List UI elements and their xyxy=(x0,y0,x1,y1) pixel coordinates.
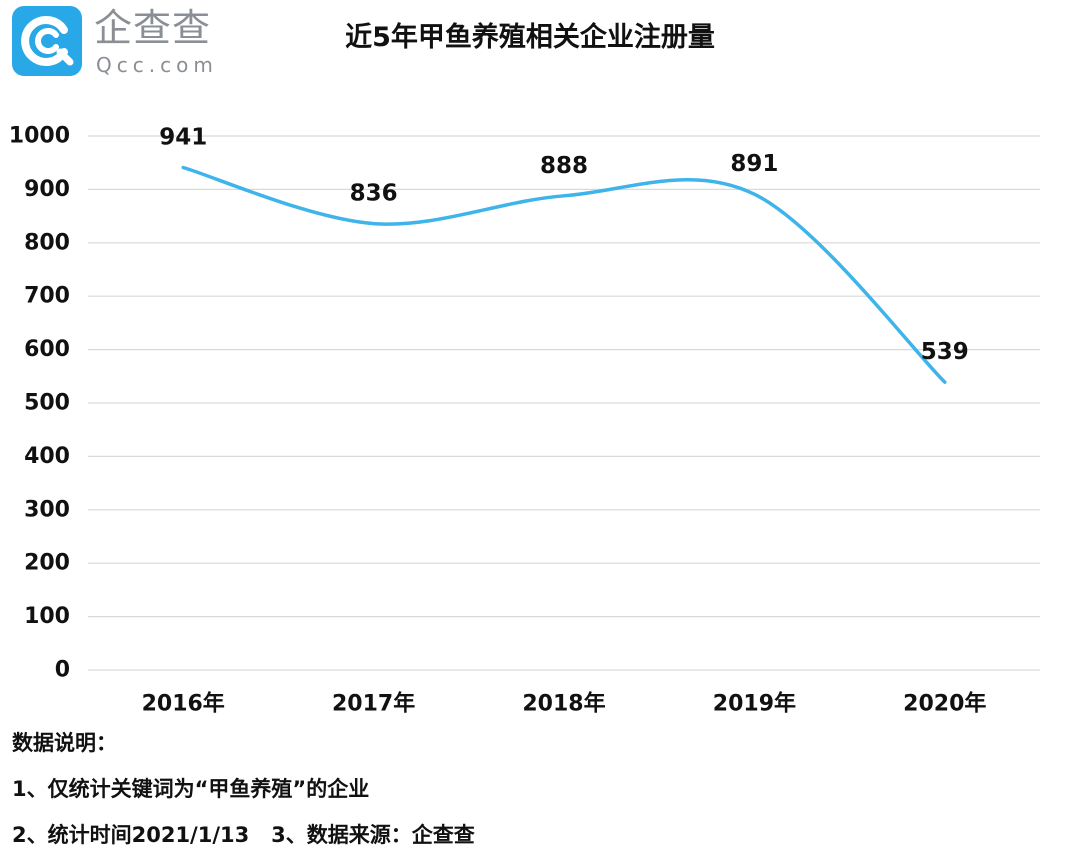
brand-logo: 企查查 Qcc.com xyxy=(12,6,242,78)
y-tick-label: 800 xyxy=(24,230,70,255)
data-label: 836 xyxy=(350,181,398,207)
data-notes: 数据说明： 1、仅统计关键词为“甲鱼养殖”的企业 2、统计时间2021/1/13… xyxy=(12,730,1072,868)
y-tick-label: 600 xyxy=(24,337,70,362)
x-tick-label: 2018年 xyxy=(522,691,605,717)
y-tick-label: 1000 xyxy=(9,124,70,149)
gridlines xyxy=(88,135,1040,671)
data-label: 539 xyxy=(921,339,969,365)
data-labels: 941 836 888 891 539 xyxy=(159,125,969,366)
notes-line-2: 2、统计时间2021/1/13 3、数据来源：企查查 xyxy=(12,822,1072,848)
y-tick-label: 100 xyxy=(24,604,70,629)
x-tick-label: 2020年 xyxy=(903,691,986,717)
x-tick-label: 2016年 xyxy=(142,691,225,717)
data-label: 941 xyxy=(159,125,207,151)
series-line xyxy=(181,165,947,384)
y-tick-label: 0 xyxy=(55,658,70,683)
y-tick-label: 200 xyxy=(24,551,70,576)
notes-line-2-source: 3、数据来源：企查查 xyxy=(249,823,475,847)
x-tick-label: 2017年 xyxy=(332,691,415,717)
qcc-logo-icon xyxy=(12,6,82,76)
y-tick-label: 700 xyxy=(24,284,70,309)
notes-heading: 数据说明： xyxy=(12,731,117,755)
y-tick-label: 400 xyxy=(24,444,70,469)
chart-title: 近5年甲鱼养殖相关企业注册量 xyxy=(345,22,715,53)
x-axis-tick-labels: 2016年 2017年 2018年 2019年 2020年 xyxy=(142,691,987,717)
y-axis-tick-labels: 0 100 200 300 400 500 600 700 800 900 1000 xyxy=(9,124,70,683)
x-tick-label: 2019年 xyxy=(713,691,796,717)
y-tick-label: 500 xyxy=(24,391,70,416)
data-label: 888 xyxy=(540,153,588,179)
data-label: 891 xyxy=(730,151,778,177)
y-tick-label: 300 xyxy=(24,497,70,522)
brand-name: 企查查 xyxy=(94,6,212,50)
notes-line-1: 1、仅统计关键词为“甲鱼养殖”的企业 xyxy=(12,777,370,801)
brand-domain: Qcc.com xyxy=(96,53,218,77)
notes-line-2-time: 2、统计时间2021/1/13 xyxy=(12,823,250,847)
y-tick-label: 900 xyxy=(24,177,70,202)
